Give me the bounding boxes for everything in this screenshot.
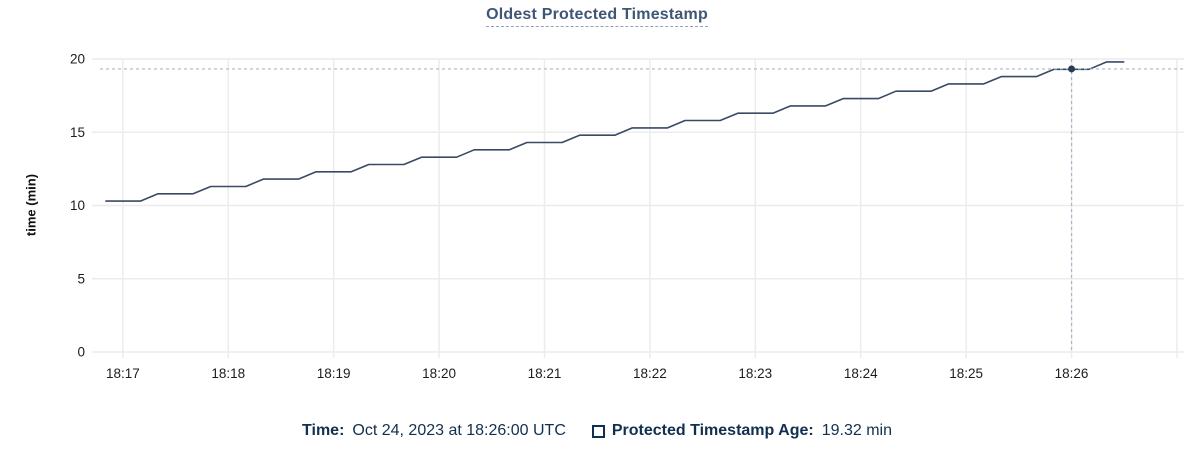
y-tick-label: 15 [70, 125, 85, 140]
time-value: Oct 24, 2023 at 18:26:00 UTC [352, 422, 566, 439]
y-tick-label: 0 [77, 345, 85, 360]
protected-timestamp-age-line [105, 61, 1125, 202]
x-tick-label: 18:19 [317, 366, 351, 381]
legend-item-protected-timestamp-age[interactable]: Protected Timestamp Age: 19.32 min [591, 422, 892, 440]
series-line [105, 61, 1125, 202]
y-tick-label: 20 [70, 52, 85, 67]
chart-plot-area[interactable]: 0 5 10 15 20 18:17 18:18 18:19 18:20 18:21 18:22 18… [0, 0, 1194, 412]
x-gridlines [122, 59, 1178, 358]
x-tick-label: 18:20 [422, 366, 456, 381]
x-tick-label: 18:26 [1055, 366, 1089, 381]
y-gridlines [92, 58, 1184, 353]
hover-readout: Time: Oct 24, 2023 at 18:26:00 UTC Prote… [0, 422, 1194, 440]
age-value: 19.32 min [821, 422, 892, 439]
y-tick-label: 5 [77, 271, 85, 286]
series-swatch-icon [591, 424, 605, 438]
y-tick-label: 10 [70, 198, 85, 213]
x-tick-label: 18:21 [528, 366, 562, 381]
time-readout: Time: Oct 24, 2023 at 18:26:00 UTC [302, 422, 566, 440]
x-tick-label: 18:23 [738, 366, 772, 381]
x-tick-label: 18:24 [844, 366, 878, 381]
crosshair-overlay [100, 59, 1184, 352]
x-tick-label: 18:22 [633, 366, 667, 381]
chart-title[interactable]: Oldest Protected Timestamp [486, 6, 708, 27]
chart-header: Oldest Protected Timestamp [0, 6, 1194, 27]
time-label: Time: [302, 422, 345, 439]
age-label: Protected Timestamp Age: [611, 422, 814, 439]
hovered-point-marker [1068, 65, 1076, 73]
x-tick-label: 18:25 [949, 366, 983, 381]
axis-tick-labels: 0 5 10 15 20 18:17 18:18 18:19 18:20 18:21 18:22 18… [70, 52, 1088, 382]
x-tick-label: 18:18 [211, 366, 245, 381]
x-tick-label: 18:17 [106, 366, 140, 381]
